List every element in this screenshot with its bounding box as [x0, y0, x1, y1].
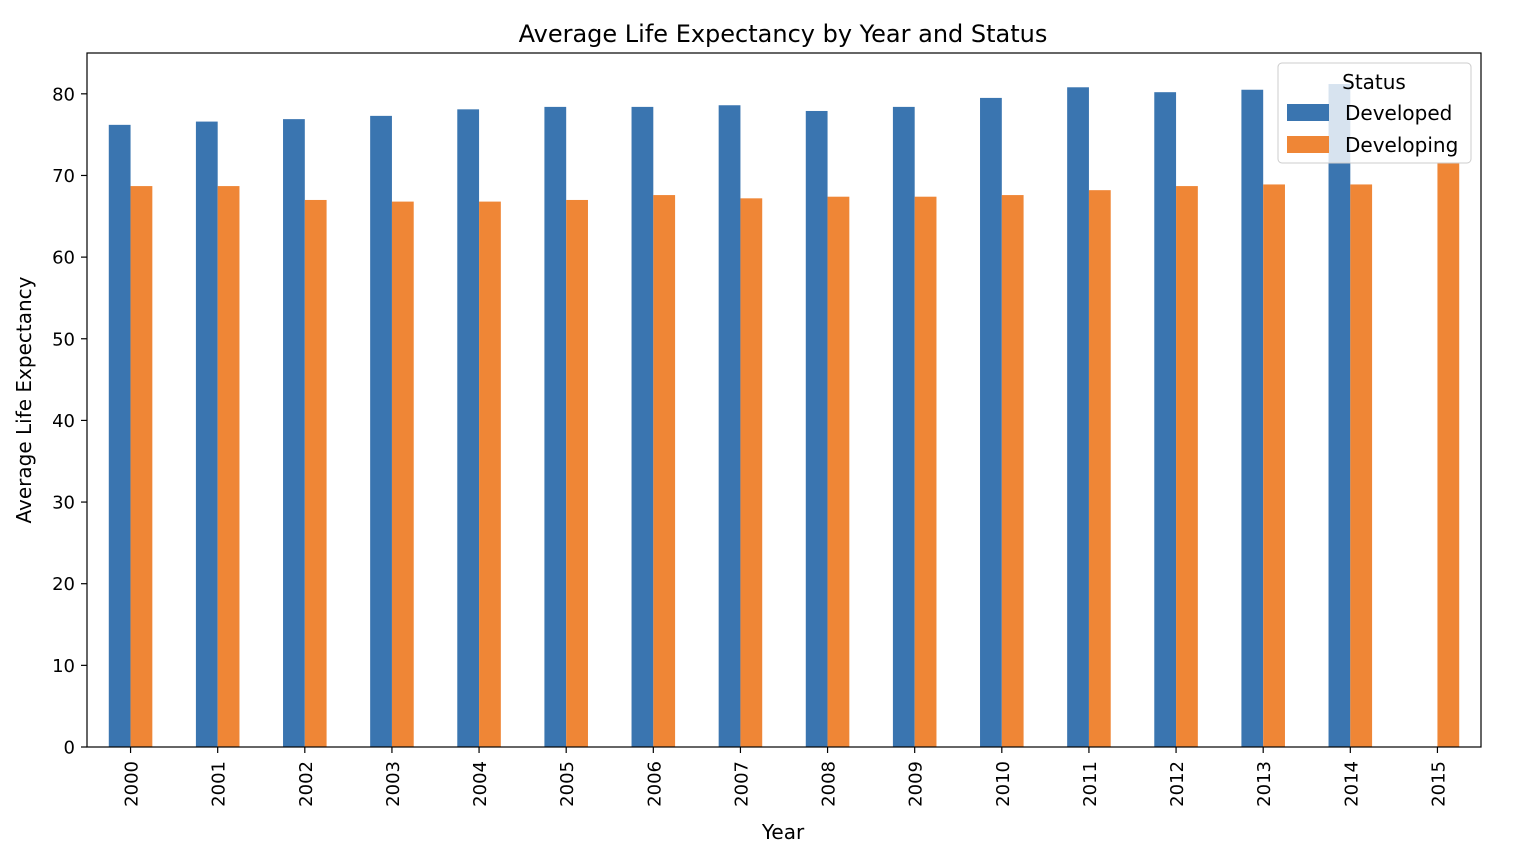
- x-tick-label: 2001: [209, 761, 230, 807]
- bar-developing-2001: [217, 186, 240, 747]
- x-tick-label: 2015: [1428, 761, 1449, 807]
- bar-developing-2002: [304, 199, 327, 747]
- bar-developing-2006: [653, 195, 676, 747]
- legend-title: Status: [1342, 70, 1406, 94]
- legend-label-developed: Developed: [1345, 101, 1452, 125]
- bar-developed-2001: [195, 121, 218, 747]
- bar-developing-2015: [1437, 162, 1460, 747]
- x-tick-label: 2013: [1254, 761, 1275, 807]
- x-tick-label: 2000: [122, 761, 143, 807]
- bar-developing-2014: [1350, 184, 1373, 747]
- bar-developed-2000: [108, 124, 131, 748]
- bars-group: [108, 84, 1460, 748]
- bar-developing-2007: [740, 198, 763, 747]
- bar-developed-2011: [1067, 87, 1089, 748]
- bar-developed-2004: [457, 109, 480, 748]
- x-axis: 2000 2001 2002 2003 2004 2005 2006 2007 2008 2009…: [122, 747, 1449, 807]
- y-axis-label: Average Life Expectancy: [12, 276, 36, 523]
- y-tick-label: 20: [52, 574, 75, 595]
- legend: Status Developed Developing: [1277, 62, 1472, 164]
- bar-developed-2008: [805, 110, 828, 748]
- x-tick-label: 2004: [470, 761, 491, 807]
- bar-developed-2013: [1241, 89, 1264, 748]
- x-axis-label: Year: [761, 820, 805, 844]
- bar-developing-2004: [479, 201, 501, 748]
- bar-developing-2009: [914, 196, 937, 747]
- x-tick-label: 2005: [557, 761, 578, 807]
- x-tick-label: 2012: [1167, 761, 1188, 807]
- x-tick-label: 2003: [383, 761, 404, 807]
- bar-developed-2014: [1328, 84, 1351, 747]
- x-tick-label: 2006: [644, 761, 665, 807]
- bar-developing-2003: [391, 201, 414, 748]
- bar-developed-2012: [1154, 92, 1177, 747]
- chart-title: Average Life Expectancy by Year and Stat…: [519, 20, 1048, 48]
- y-tick-label: 60: [52, 248, 75, 269]
- bar-developed-2002: [283, 119, 305, 747]
- bar-developing-2012: [1176, 186, 1198, 747]
- x-tick-label: 2008: [819, 761, 840, 807]
- x-tick-label: 2009: [906, 761, 927, 807]
- bar-developed-2003: [370, 115, 392, 748]
- legend-swatch-developed: [1287, 104, 1329, 121]
- legend-swatch-developing: [1287, 136, 1329, 153]
- y-tick-label: 80: [52, 84, 75, 105]
- y-tick-label: 40: [52, 411, 75, 432]
- y-tick-label: 30: [52, 493, 75, 514]
- bar-developing-2008: [827, 196, 850, 747]
- x-tick-label: 2014: [1341, 761, 1362, 807]
- x-tick-label: 2010: [993, 761, 1014, 807]
- bar-developed-2007: [718, 105, 741, 747]
- x-tick-label: 2011: [1080, 761, 1101, 807]
- plot-frame: [86, 52, 1482, 748]
- y-tick-label: 50: [52, 329, 75, 350]
- bar-developed-2009: [892, 106, 915, 747]
- legend-label-developing: Developing: [1345, 133, 1458, 157]
- bar-developed-2005: [544, 106, 567, 747]
- y-tick-label: 0: [64, 738, 75, 759]
- y-tick-label: 10: [52, 656, 75, 677]
- bar-developing-2000: [130, 186, 153, 747]
- y-axis: 0 10 20 30 40 50 60 70 80: [52, 84, 87, 759]
- x-tick-label: 2007: [731, 761, 752, 807]
- bar-developing-2011: [1088, 190, 1111, 748]
- bar-developing-2013: [1263, 184, 1285, 747]
- bar-developed-2006: [631, 106, 654, 747]
- bar-developing-2010: [1001, 195, 1024, 747]
- bar-developed-2010: [980, 97, 1002, 747]
- bar-developing-2005: [566, 199, 588, 747]
- x-tick-label: 2002: [296, 761, 317, 807]
- y-tick-label: 70: [52, 166, 75, 187]
